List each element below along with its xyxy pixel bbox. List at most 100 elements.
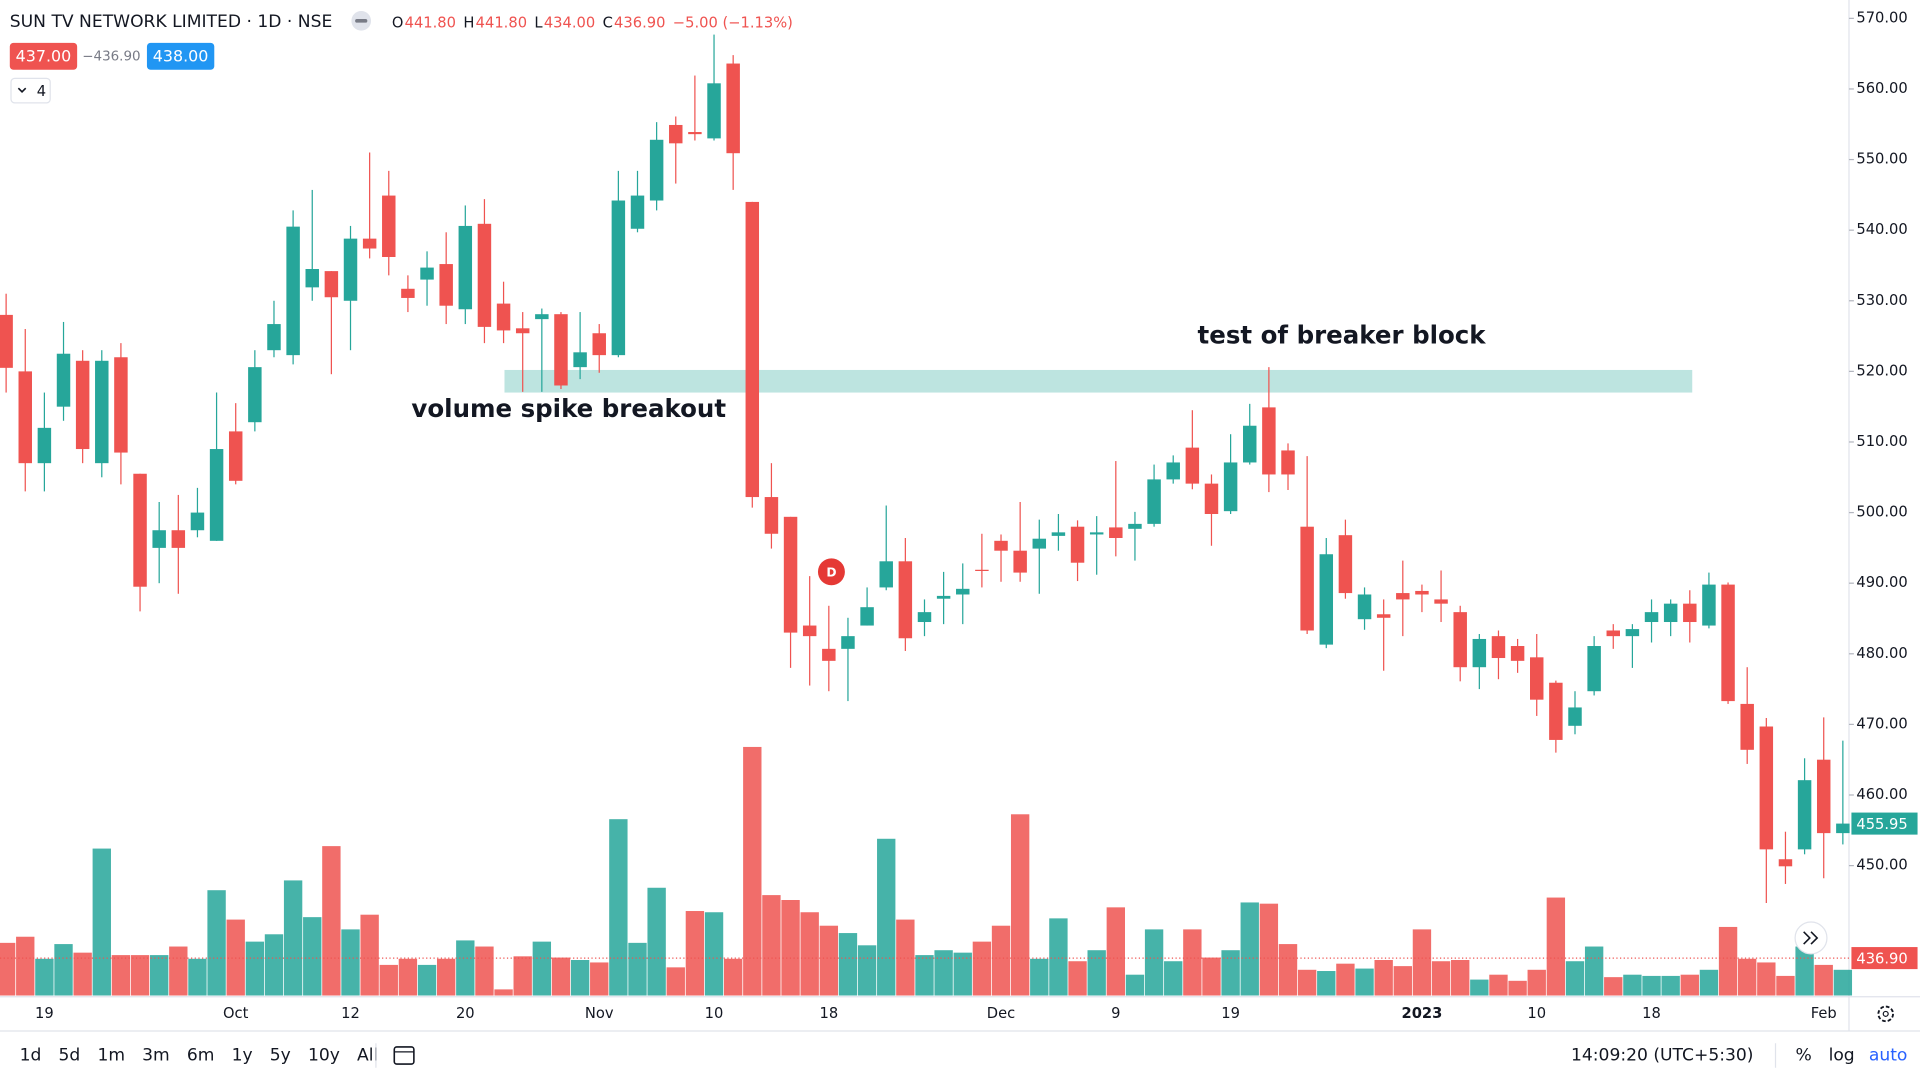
volume-bar — [360, 914, 379, 996]
volume-bar — [590, 962, 609, 996]
buy-button[interactable] — [146, 42, 215, 70]
settings-gear-hole — [1882, 1010, 1889, 1017]
volume-bar — [1106, 907, 1125, 996]
candle-body — [956, 588, 970, 595]
scale-option[interactable]: auto — [1869, 1046, 1908, 1066]
candle-body — [1013, 550, 1027, 573]
volume-bar — [398, 958, 418, 996]
x-tick-label: Nov — [585, 1005, 614, 1022]
volume-bar — [1527, 969, 1546, 996]
settings-gear[interactable] — [1877, 1005, 1894, 1023]
event-marker: D — [826, 566, 836, 580]
candle-body — [133, 473, 147, 587]
volume-bar — [953, 952, 972, 996]
volume-bar — [1144, 929, 1164, 996]
candle-body — [554, 314, 568, 386]
candle-body — [190, 512, 205, 531]
volume-bar — [1259, 903, 1279, 996]
x-tick-label: Oct — [223, 1005, 249, 1022]
volume-bar — [1489, 974, 1508, 996]
candle-body — [171, 530, 186, 548]
volume-bar — [169, 946, 188, 996]
candle-body — [860, 607, 874, 626]
buy-price[interactable]: 438.00 — [153, 46, 209, 65]
range-button[interactable]: 1m — [97, 1046, 125, 1066]
volume-bar — [188, 958, 207, 996]
volume-bar — [1278, 944, 1298, 996]
candle-body — [18, 371, 32, 464]
sell-button[interactable] — [9, 42, 78, 70]
sell-price[interactable]: 437.00 — [16, 46, 72, 65]
range-button[interactable]: 3m — [142, 1046, 170, 1066]
scroll-to-realtime[interactable] — [1794, 921, 1828, 955]
volume-bar — [1508, 980, 1527, 996]
volume-bar — [1757, 962, 1776, 996]
range-button[interactable]: 1y — [232, 1046, 253, 1066]
volume-bar — [1718, 926, 1738, 996]
candle-body — [75, 360, 90, 450]
candle-body — [209, 449, 224, 541]
volume-bar — [1125, 974, 1145, 996]
candle-body — [1281, 450, 1295, 475]
candle-body — [228, 431, 243, 481]
plot: volume spike breakout test of breaker blo… — [0, 34, 1853, 996]
ohlc-key: C — [603, 14, 613, 31]
candle-body — [1453, 612, 1467, 668]
hide-icon — [355, 18, 368, 23]
candle-body — [975, 569, 989, 571]
indicators-count[interactable]: 4 — [37, 83, 46, 100]
volume-bar — [1049, 918, 1068, 996]
volume-bar — [0, 942, 16, 996]
volume-bar — [1470, 979, 1489, 996]
volume-bar — [991, 925, 1011, 996]
scale-option[interactable]: % — [1796, 1046, 1812, 1066]
range-button[interactable]: 6m — [187, 1046, 215, 1066]
y-tick-label: 480.00 — [1856, 645, 1907, 662]
range-button[interactable]: All — [357, 1046, 378, 1066]
volume-bar — [92, 848, 111, 996]
x-tick-label: 9 — [1111, 1005, 1120, 1022]
volume-bar — [494, 989, 513, 996]
volume-bar — [322, 846, 341, 996]
candle-body — [382, 195, 396, 257]
candle-body — [515, 328, 530, 334]
candle-body — [439, 264, 453, 306]
volume-bar — [877, 838, 896, 996]
range-button[interactable]: 10y — [308, 1046, 340, 1066]
volume-bar — [704, 912, 724, 996]
volume-bar — [245, 941, 265, 996]
annotation: volume spike breakout — [411, 394, 726, 423]
candle-body — [1434, 599, 1448, 604]
scale-option[interactable]: log — [1829, 1046, 1855, 1066]
annotation: test of breaker block — [1198, 321, 1487, 350]
volume-bar — [436, 958, 456, 996]
candle-body — [822, 648, 836, 661]
range-button[interactable]: 1d — [20, 1046, 42, 1066]
volume-bar — [1030, 958, 1049, 996]
x-tick-label: Dec — [987, 1005, 1015, 1022]
y-tick-label: 450.00 — [1856, 857, 1907, 874]
candle-body — [1319, 554, 1334, 645]
volume-bar — [857, 945, 877, 996]
candle-body — [707, 83, 721, 139]
volume-bar — [647, 887, 666, 996]
volume-bar — [1431, 961, 1451, 996]
candle-body — [783, 516, 798, 633]
candle-body — [1816, 759, 1831, 834]
goto-date-icon[interactable] — [393, 1046, 415, 1065]
volume-bar — [35, 958, 54, 996]
volume-bar — [16, 936, 35, 996]
volume-bar — [1068, 961, 1087, 996]
indicators-toggle[interactable] — [10, 77, 51, 104]
range-button[interactable]: 5d — [59, 1046, 81, 1066]
candle-body — [1051, 532, 1066, 536]
candle-body — [114, 357, 128, 453]
volume-bar — [570, 960, 590, 996]
volume-bar — [1374, 960, 1393, 996]
volume-bar — [1451, 960, 1470, 996]
candle-body — [841, 636, 855, 649]
volume-bar — [475, 946, 494, 996]
range-button[interactable]: 5y — [270, 1046, 291, 1066]
